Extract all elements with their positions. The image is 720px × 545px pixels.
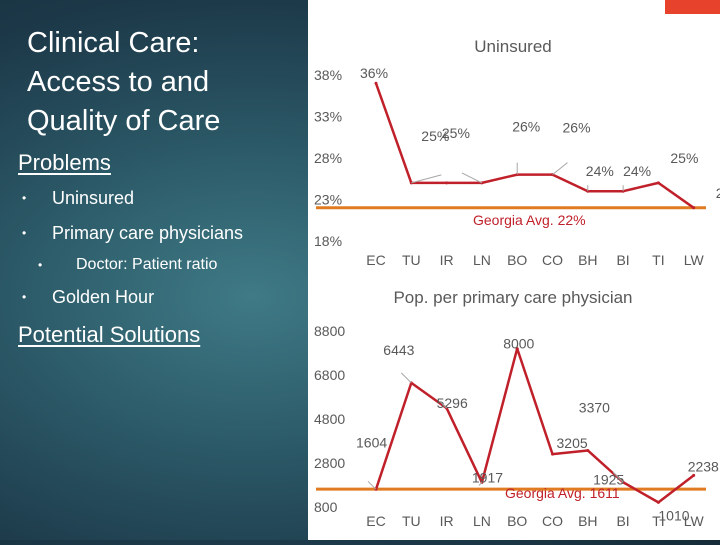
chart1-data-point bbox=[656, 181, 660, 185]
chart2-y-tick-label: 800 bbox=[314, 499, 338, 515]
chart2-value-label: 6443 bbox=[383, 342, 414, 358]
chart2-data-point bbox=[692, 473, 696, 477]
bullet-dot: • bbox=[22, 290, 27, 304]
chart1-category-label: BH bbox=[578, 252, 597, 268]
chart1-average-label: Georgia Avg. 22% bbox=[473, 212, 586, 228]
chart2-data-point bbox=[515, 347, 519, 351]
bullet-dot: • bbox=[38, 258, 43, 272]
bullet-primary-care: • Primary care physicians bbox=[22, 223, 244, 244]
chart1-data-point bbox=[374, 81, 378, 85]
chart2-leader-line bbox=[612, 471, 624, 483]
chart1-data-point bbox=[692, 206, 696, 210]
chart1-category-label: BI bbox=[616, 252, 629, 268]
chart1-title: Uninsured bbox=[474, 37, 552, 56]
chart2-category-label: TU bbox=[402, 513, 421, 529]
chart2-value-label: 5296 bbox=[437, 395, 468, 411]
slide-title-line-2: Access to and bbox=[27, 66, 210, 98]
bullet-dot: • bbox=[22, 191, 27, 205]
chart1-value-label: 26% bbox=[563, 120, 591, 136]
chart1-value-label: 25% bbox=[670, 150, 698, 166]
chart1-extra-label: 36% bbox=[360, 65, 388, 81]
bullet-dot: • bbox=[22, 226, 27, 240]
chart2-category-label: BH bbox=[578, 513, 597, 529]
chart2-series-line bbox=[374, 347, 695, 504]
chart1-value-label: 24% bbox=[586, 163, 614, 179]
chart1-category-label: LN bbox=[473, 252, 491, 268]
sub-bullet-ratio: • Doctor: Patient ratio bbox=[38, 256, 218, 274]
bullet-golden-hour: • Golden Hour bbox=[22, 287, 155, 308]
chart2-leader-line bbox=[367, 480, 377, 490]
chart1-category-label: TU bbox=[402, 252, 421, 268]
chart2-y-tick-label: 2800 bbox=[314, 455, 345, 471]
chart2-category-label: BI bbox=[616, 513, 629, 529]
chart2-value-label: 8000 bbox=[503, 336, 534, 352]
chart-panel: Uninsured 38% 33% 28% 23% 18% Georgia Avg. 22%… bbox=[308, 0, 720, 540]
slide-title-line-1: Clinical Care: bbox=[27, 27, 200, 59]
chart2-value-label: 3370 bbox=[579, 399, 610, 415]
chart1-category-label: CO bbox=[542, 252, 563, 268]
chart1-value-label: 26% bbox=[512, 119, 540, 135]
chart2-category-label: TI bbox=[652, 513, 664, 529]
chart2-value-label: 1917 bbox=[472, 469, 503, 485]
chart2-value-label: 1604 bbox=[356, 434, 387, 450]
chart2-category-label: BO bbox=[507, 513, 527, 529]
chart2-leader-line bbox=[478, 482, 483, 486]
chart1-series-line bbox=[374, 82, 695, 209]
chart1-y-tick-label: 23% bbox=[314, 192, 342, 208]
charts-svg: Uninsured 38% 33% 28% 23% 18% Georgia Avg. 22%… bbox=[314, 37, 720, 529]
solutions-heading: Potential Solutions bbox=[18, 322, 201, 347]
chart1-leader-line bbox=[411, 174, 442, 184]
slide-title: Clinical Care: Access to and Quality of … bbox=[27, 24, 297, 141]
chart2-category-label: LW bbox=[684, 513, 705, 529]
chart2-category-label: CO bbox=[542, 513, 563, 529]
chart1-value-label: 24% bbox=[623, 163, 651, 179]
problems-heading: Problems bbox=[18, 150, 111, 175]
bullet-uninsured: • Uninsured bbox=[22, 188, 135, 209]
chart1-value-label: 22% bbox=[716, 185, 720, 201]
chart1-category-label: IR bbox=[440, 252, 454, 268]
chart1-y-tick-label: 38% bbox=[314, 67, 342, 83]
chart1-y-tick-label: 18% bbox=[314, 233, 342, 249]
bullet-text: Golden Hour bbox=[52, 287, 155, 307]
chart1-y-tick-label: 33% bbox=[314, 109, 342, 125]
chart1-category-label: BO bbox=[507, 252, 527, 268]
chart1-value-label: 25% bbox=[442, 125, 470, 141]
accent-bar bbox=[665, 0, 720, 14]
chart2-leader-line bbox=[440, 401, 447, 409]
chart2-y-tick-label: 4800 bbox=[314, 411, 345, 427]
chart1-data-point bbox=[445, 181, 449, 185]
chart2-category-label: EC bbox=[366, 513, 385, 529]
chart2-average-label: Georgia Avg. 1611 bbox=[505, 485, 620, 501]
chart2-category-label: IR bbox=[440, 513, 454, 529]
chart1-leader-line bbox=[552, 162, 568, 175]
bullet-text: Doctor: Patient ratio bbox=[76, 256, 218, 273]
chart2-y-tick-label: 6800 bbox=[314, 367, 345, 383]
chart1-y-tick-label: 28% bbox=[314, 150, 342, 166]
chart1-value-label: 25% bbox=[421, 128, 449, 144]
chart2-data-point bbox=[551, 452, 554, 456]
bullet-text: Primary care physicians bbox=[52, 223, 244, 243]
chart1-category-label: LW bbox=[684, 252, 705, 268]
chart2-y-tick-label: 8800 bbox=[314, 323, 345, 339]
chart2-value-label: 3205 bbox=[557, 435, 588, 451]
chart2-value-label: 2238 bbox=[688, 458, 719, 474]
chart1-category-label: TI bbox=[652, 252, 664, 268]
chart2-data-point bbox=[656, 500, 660, 504]
chart1-leader-line bbox=[461, 172, 483, 184]
chart1-data-point bbox=[409, 181, 413, 185]
chart2-value-label: 1010 bbox=[658, 507, 689, 523]
chart1-category-label: EC bbox=[366, 252, 385, 268]
chart2-category-label: LN bbox=[473, 513, 491, 529]
chart2-leader-line bbox=[400, 372, 412, 384]
slide-title-line-3: Quality of Care bbox=[27, 105, 221, 137]
bullet-text: Uninsured bbox=[52, 188, 135, 208]
chart2-title: Pop. per primary care physician bbox=[393, 288, 632, 307]
chart2-data-point bbox=[586, 448, 590, 452]
